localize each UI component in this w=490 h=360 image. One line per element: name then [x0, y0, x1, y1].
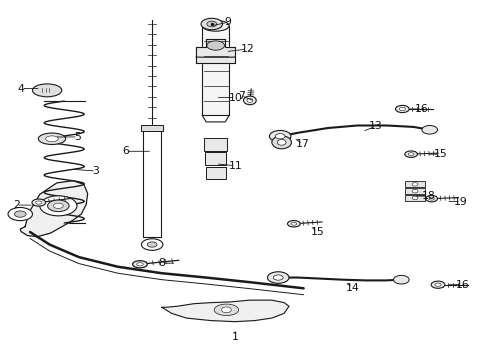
- Bar: [405, 188, 425, 194]
- Ellipse shape: [395, 105, 409, 113]
- Text: 9: 9: [224, 17, 231, 27]
- Polygon shape: [20, 181, 88, 237]
- Text: 11: 11: [228, 161, 242, 171]
- Ellipse shape: [272, 136, 292, 149]
- Ellipse shape: [422, 126, 438, 134]
- Text: 2: 2: [13, 200, 20, 210]
- Ellipse shape: [32, 84, 62, 97]
- Bar: [405, 181, 425, 187]
- Ellipse shape: [40, 196, 77, 216]
- Ellipse shape: [393, 275, 409, 284]
- Ellipse shape: [408, 153, 414, 156]
- Ellipse shape: [221, 307, 231, 313]
- Ellipse shape: [137, 263, 143, 266]
- Ellipse shape: [270, 130, 291, 142]
- Ellipse shape: [244, 96, 256, 105]
- Ellipse shape: [399, 107, 405, 111]
- Ellipse shape: [53, 203, 63, 208]
- Text: 7: 7: [238, 91, 245, 101]
- Bar: [202, 26, 229, 116]
- Ellipse shape: [14, 211, 26, 217]
- Ellipse shape: [32, 199, 46, 206]
- Ellipse shape: [142, 239, 163, 250]
- Text: 16: 16: [456, 280, 469, 290]
- Ellipse shape: [38, 133, 66, 144]
- Ellipse shape: [214, 304, 239, 316]
- Text: 15: 15: [311, 227, 324, 237]
- Ellipse shape: [48, 200, 69, 212]
- Text: 10: 10: [228, 93, 242, 103]
- Ellipse shape: [291, 222, 297, 225]
- Ellipse shape: [268, 272, 289, 283]
- Bar: [206, 167, 225, 179]
- Ellipse shape: [8, 207, 32, 221]
- Ellipse shape: [247, 98, 253, 102]
- Text: 14: 14: [345, 283, 359, 293]
- Ellipse shape: [36, 201, 42, 204]
- Text: 19: 19: [454, 197, 468, 207]
- Ellipse shape: [426, 195, 438, 202]
- Ellipse shape: [273, 275, 283, 280]
- Bar: [405, 195, 425, 201]
- Ellipse shape: [412, 183, 418, 186]
- Text: 1: 1: [232, 332, 239, 342]
- Bar: [205, 152, 226, 165]
- Polygon shape: [162, 300, 289, 321]
- Bar: [143, 130, 161, 237]
- Text: 8: 8: [158, 258, 165, 268]
- Text: 16: 16: [415, 104, 429, 114]
- Ellipse shape: [277, 139, 286, 145]
- Text: 15: 15: [434, 149, 447, 159]
- Text: 17: 17: [296, 139, 310, 149]
- Ellipse shape: [435, 283, 441, 286]
- Ellipse shape: [202, 21, 229, 31]
- Ellipse shape: [431, 281, 445, 288]
- Bar: [142, 125, 163, 131]
- Ellipse shape: [412, 189, 418, 193]
- Ellipse shape: [288, 221, 300, 227]
- Text: 18: 18: [421, 191, 435, 201]
- Text: 3: 3: [93, 166, 99, 176]
- Ellipse shape: [133, 261, 147, 268]
- Ellipse shape: [207, 41, 224, 50]
- Polygon shape: [196, 39, 235, 63]
- Ellipse shape: [46, 136, 58, 141]
- Ellipse shape: [405, 151, 417, 157]
- Ellipse shape: [201, 18, 222, 30]
- Ellipse shape: [429, 197, 434, 200]
- Text: 4: 4: [18, 84, 24, 94]
- Text: 13: 13: [369, 121, 383, 131]
- Ellipse shape: [207, 21, 217, 27]
- Ellipse shape: [412, 196, 418, 200]
- Text: 6: 6: [122, 146, 129, 156]
- Text: 12: 12: [241, 44, 254, 54]
- Text: 5: 5: [74, 132, 81, 142]
- Ellipse shape: [275, 134, 285, 139]
- Bar: [204, 138, 227, 150]
- Ellipse shape: [147, 242, 157, 247]
